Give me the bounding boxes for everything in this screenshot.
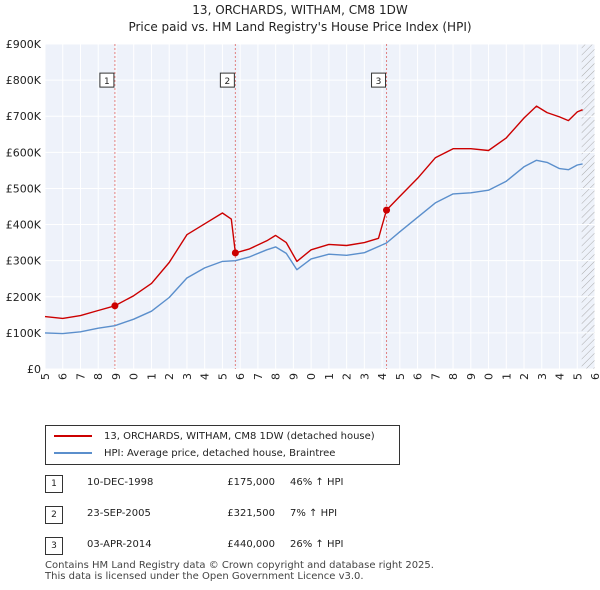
footer-licence: This data is licensed under the Open Gov… <box>45 571 364 582</box>
x-tick-label: 1996 <box>57 373 70 380</box>
x-tick-label: 2019 <box>465 373 478 380</box>
transaction-price: £440,000 <box>227 539 275 550</box>
y-tick-label: £400K <box>6 219 42 232</box>
x-tick-label: 2006 <box>234 373 247 380</box>
transaction-hpi-change: 26% ↑ HPI <box>290 539 344 550</box>
x-tick-label: 2014 <box>376 373 389 380</box>
chart-subtitle: Price paid vs. HM Land Registry's House … <box>128 20 471 34</box>
legend-item-property: 13, ORCHARDS, WITHAM, CM8 1DW (detached … <box>54 428 375 444</box>
y-tick-label: £600K <box>6 146 42 159</box>
x-tick-label: 2016 <box>412 373 425 380</box>
x-tick-label: 2023 <box>536 373 549 380</box>
x-tick-label: 2010 <box>305 373 318 380</box>
x-tick-label: 2017 <box>429 373 442 380</box>
x-tick-label: 2000 <box>128 373 141 380</box>
plot-area <box>45 44 595 369</box>
x-tick-label: 2011 <box>323 373 336 380</box>
y-tick-label: £200K <box>6 291 42 304</box>
y-tick-label: £0 <box>27 363 41 376</box>
property-price-line <box>44 105 583 320</box>
transaction-hpi-change: 7% ↑ HPI <box>290 508 338 519</box>
sale-point <box>111 302 119 310</box>
legend-swatch-hpi <box>54 452 92 454</box>
sale-marker-label: 3 <box>376 77 382 87</box>
x-tick-label: 1995 <box>39 373 52 380</box>
x-tick-label: 2018 <box>447 373 460 380</box>
y-tick-label: £800K <box>6 74 42 87</box>
y-tick-label: £900K <box>6 38 42 51</box>
sale-point <box>231 249 239 257</box>
sale-marker-box <box>99 72 115 88</box>
sale-marker-label: 2 <box>225 77 231 87</box>
x-tick-label: 2003 <box>181 373 194 380</box>
y-tick-label: £300K <box>6 255 42 268</box>
transaction-row: 1 10-DEC-1998 £175,000 46% ↑ HPI <box>45 475 465 495</box>
transaction-price: £321,500 <box>227 508 275 519</box>
x-tick-label: 1998 <box>92 373 105 380</box>
transaction-number-badge: 2 <box>45 506 63 524</box>
legend-item-hpi: HPI: Average price, detached house, Brai… <box>54 445 335 461</box>
y-tick-label: £100K <box>6 327 42 340</box>
x-tick-label: 2025 <box>571 373 584 380</box>
x-tick-label: 2015 <box>394 373 407 380</box>
sale-point <box>383 206 391 214</box>
sale-marker-label: 1 <box>104 77 110 87</box>
transaction-date: 10-DEC-1998 <box>87 477 154 488</box>
footer-notice: Contains HM Land Registry data © Crown c… <box>45 560 585 582</box>
x-tick-label: 2013 <box>358 373 371 380</box>
x-tick-label: 1997 <box>74 373 87 380</box>
x-tick-label: 2002 <box>163 373 176 380</box>
legend-label-property: 13, ORCHARDS, WITHAM, CM8 1DW (detached … <box>104 430 375 442</box>
price-chart: 13, ORCHARDS, WITHAM, CM8 1DW Price paid… <box>6 3 600 380</box>
transaction-date: 03-APR-2014 <box>87 539 152 550</box>
legend-swatch-property <box>54 435 92 437</box>
transaction-row: 3 03-APR-2014 £440,000 26% ↑ HPI <box>45 537 465 557</box>
x-tick-label: 2008 <box>270 373 283 380</box>
x-tick-label: 2012 <box>341 373 354 380</box>
transaction-number-badge: 3 <box>45 537 63 555</box>
chart-title: 13, ORCHARDS, WITHAM, CM8 1DW <box>192 3 408 17</box>
y-tick-label: £500K <box>6 182 42 195</box>
transaction-hpi-change: 46% ↑ HPI <box>290 477 344 488</box>
forecast-hatch-region <box>581 44 595 369</box>
chart-legend: 13, ORCHARDS, WITHAM, CM8 1DW (detached … <box>45 425 400 465</box>
x-tick-label: 2009 <box>287 373 300 380</box>
transaction-date: 23-SEP-2005 <box>87 508 151 519</box>
transaction-number-badge: 1 <box>45 475 63 493</box>
x-tick-label: 2007 <box>252 373 265 380</box>
sale-marker-box <box>371 72 387 88</box>
legend-label-hpi: HPI: Average price, detached house, Brai… <box>104 447 336 459</box>
y-tick-label: £700K <box>6 110 42 123</box>
transaction-price: £175,000 <box>227 477 275 488</box>
x-tick-label: 2020 <box>483 373 496 380</box>
hpi-line <box>44 159 583 335</box>
x-tick-label: 2026 <box>589 373 600 380</box>
x-tick-label: 2004 <box>199 373 212 380</box>
x-tick-label: 1999 <box>110 373 123 380</box>
footer-copyright: Contains HM Land Registry data © Crown c… <box>45 560 434 571</box>
x-tick-label: 2001 <box>145 373 158 380</box>
transaction-row: 2 23-SEP-2005 £321,500 7% ↑ HPI <box>45 506 465 526</box>
x-tick-label: 2005 <box>216 373 229 380</box>
x-tick-label: 2021 <box>500 373 513 380</box>
x-tick-label: 2022 <box>518 373 531 380</box>
x-tick-label: 2024 <box>554 373 567 380</box>
sale-marker-box <box>219 72 235 88</box>
